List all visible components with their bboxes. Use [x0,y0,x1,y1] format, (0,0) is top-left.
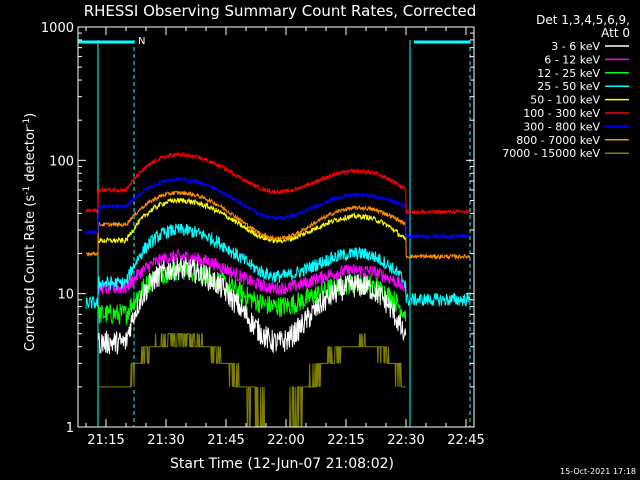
y-axis-label-mid: detector [23,126,38,186]
series-line-6-12keV [98,248,407,295]
legend-label: 3 - 6 keV [551,40,600,53]
x-tick-label: 21:15 [87,433,124,448]
legend-label: 25 - 50 keV [537,80,600,93]
x-axis-label: Start Time (12-Jun-07 21:08:02) [170,456,394,472]
x-tick-label: 22:15 [327,433,364,448]
axes-layer: 21:15 21:30 21:45 22:00 22:15 22:30 22:45 1 10 10… [41,21,485,448]
footer-date: 15-Oct-2021 17:18 [560,467,636,476]
x-tick-label: 21:30 [147,433,184,448]
saa-label: N [138,36,145,47]
x-tick-label: 22:30 [387,433,424,448]
chart-title: RHESSI Observing Summary Count Rates, Co… [84,2,477,20]
y-axis-label-exp2: -1 [22,118,32,127]
y-tick-label: 1000 [41,21,74,36]
y-axis-label-main: Corrected Count Rate (s [23,195,38,352]
series-line-100-300keV [85,151,471,216]
legend-label: 7000 - 15000 keV [502,147,600,160]
legend-label: 300 - 800 keV [523,120,600,133]
series-layer [85,151,471,428]
y-axis-label-exp1: -1 [22,186,32,195]
series-line-50-100keV [98,197,407,245]
x-tick-label: 22:00 [267,433,304,448]
y-tick-label: 10 [57,288,74,303]
legend-label: 100 - 300 keV [523,107,600,120]
y-axis-label-end: ) [23,113,38,118]
series-line-800-7000keV [85,190,471,261]
legend-header-line2: Att 0 [601,26,630,40]
series-line-25-50keV [85,223,471,310]
series-line-300-800keV [85,177,470,240]
legend-header-line1: Det 1,3,4,5,6,9, [536,13,630,27]
legend-label: 800 - 7000 keV [516,134,600,147]
legend-label: 12 - 25 keV [537,67,600,80]
legend-label: 6 - 12 keV [544,53,600,66]
y-axis-label: Corrected Count Rate (s-1 detector-1) [22,113,38,351]
series-line-3-6keV [98,256,407,355]
legend-label: 50 - 100 keV [530,94,600,107]
x-tick-label: 21:45 [207,433,244,448]
plot-frame [77,26,475,428]
y-tick-label: 1 [66,421,74,436]
y-tick-label: 100 [49,154,74,169]
series-line-7000-15000keV [98,333,406,428]
x-tick-label: 22:45 [447,433,484,448]
